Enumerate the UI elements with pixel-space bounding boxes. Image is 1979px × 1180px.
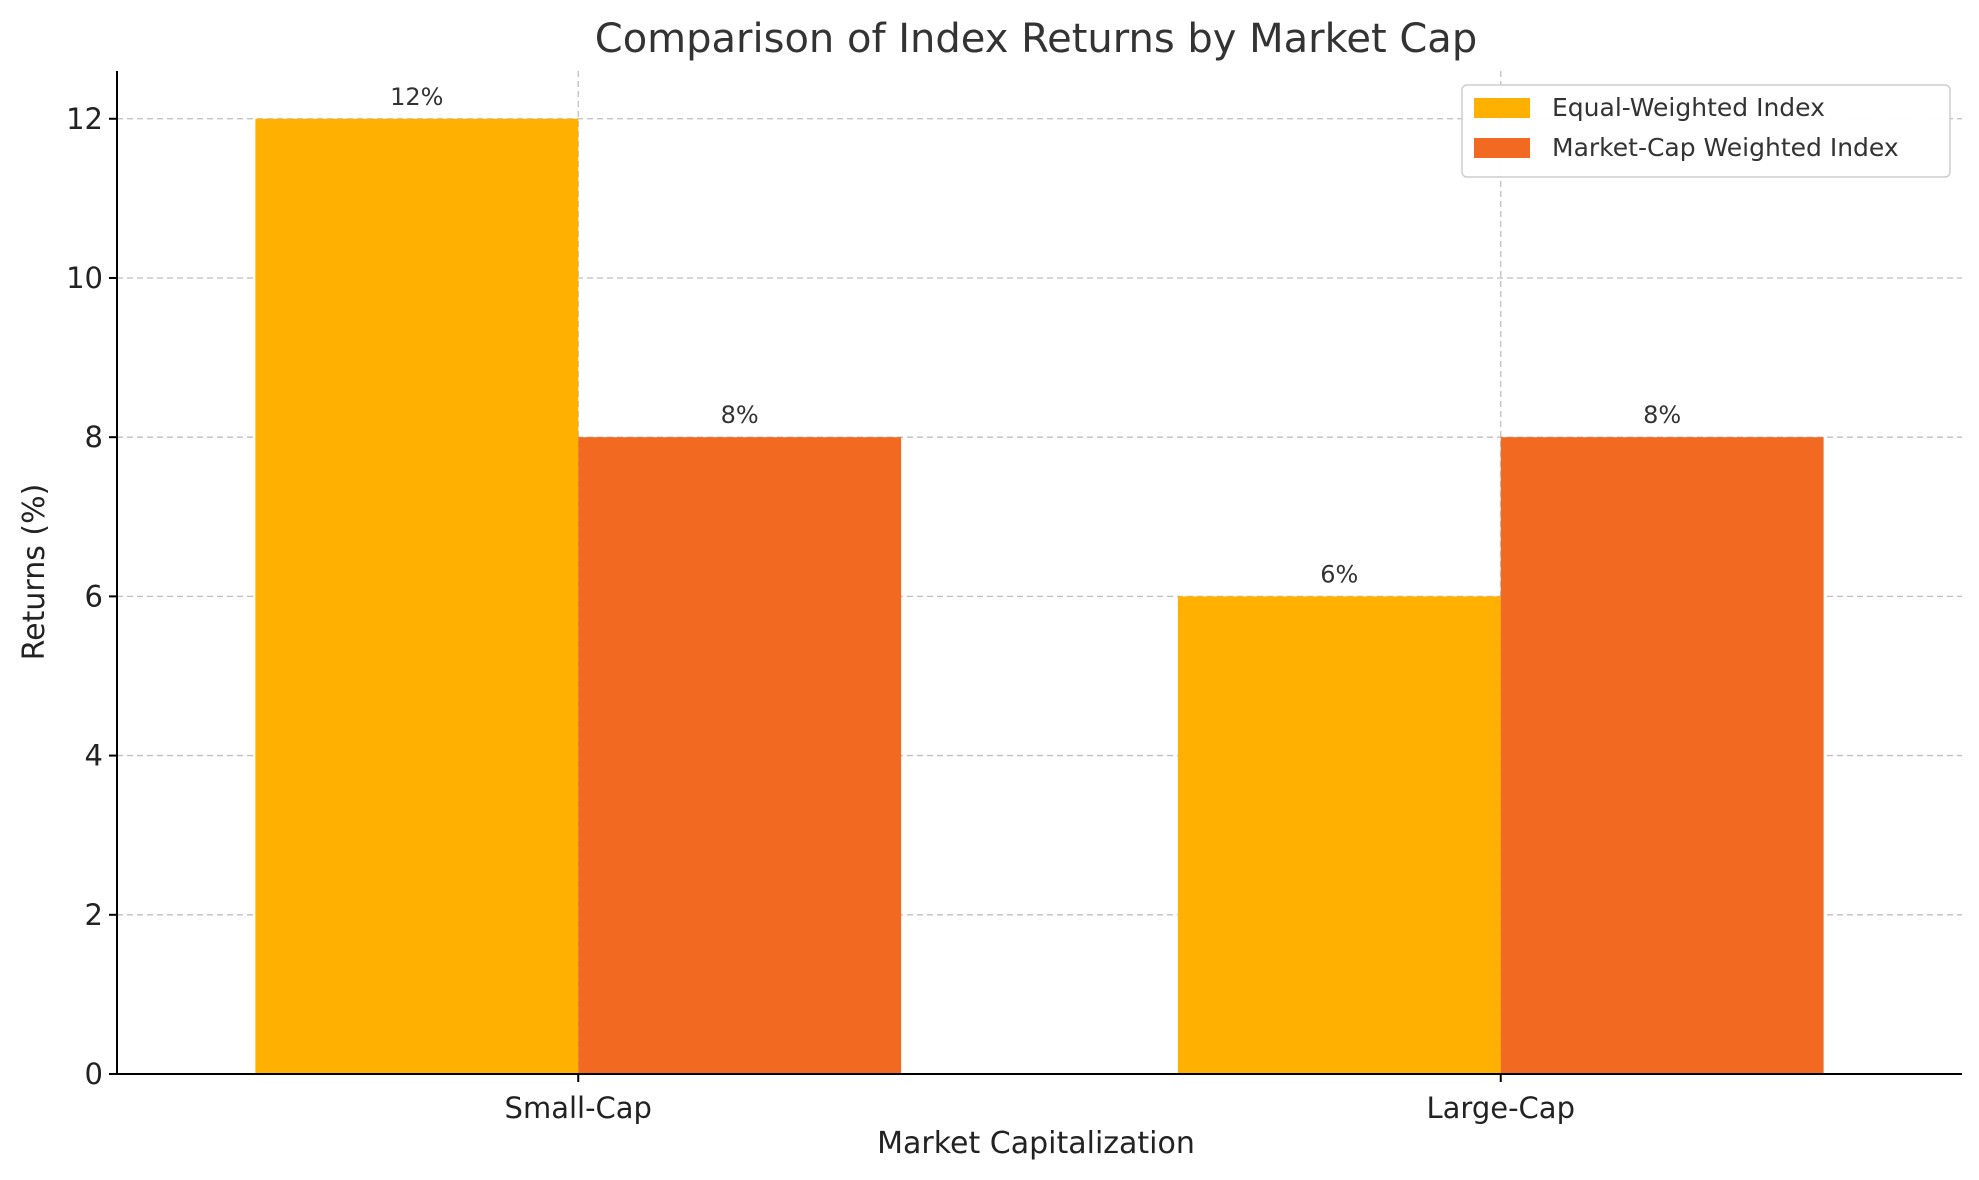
legend-swatch (1474, 98, 1530, 118)
bar (255, 118, 579, 1074)
bar-value-label: 12% (390, 83, 443, 111)
y-axis-label: Returns (%) (17, 484, 52, 661)
y-tick-label: 6 (85, 579, 103, 613)
y-tick-label: 0 (85, 1057, 103, 1091)
y-tick-label: 2 (85, 898, 103, 932)
bar (1500, 437, 1824, 1075)
legend-label: Equal-Weighted Index (1552, 93, 1825, 122)
legend-swatch (1474, 138, 1530, 158)
bar-value-label: 8% (721, 401, 759, 429)
bar-value-label: 8% (1643, 401, 1681, 429)
y-tick-label: 12 (66, 102, 103, 136)
data-labels: 12% 6% 8% 8% (390, 83, 1681, 589)
y-tick-label: 10 (66, 261, 103, 295)
bar (1177, 596, 1501, 1074)
x-axis-label: Market Capitalization (877, 1126, 1195, 1161)
legend-frame (1461, 84, 1951, 178)
bar-value-label: 6% (1320, 560, 1358, 588)
bar (578, 437, 902, 1075)
legend-label: Market-Cap Weighted Index (1552, 133, 1899, 162)
x-tick-label: Large-Cap (1427, 1091, 1575, 1125)
y-tick-label: 8 (85, 420, 103, 454)
chart-title: Comparison of Index Returns by Market Ca… (595, 16, 1477, 62)
x-tick-label: Small-Cap (505, 1091, 652, 1125)
legend: Equal-Weighted Index Market-Cap Weighted … (1461, 84, 1951, 178)
axes: 0 2 4 6 8 10 12 Small-Cap Large-Cap (66, 71, 1962, 1125)
bars (255, 118, 1824, 1075)
y-tick-label: 4 (85, 739, 103, 773)
